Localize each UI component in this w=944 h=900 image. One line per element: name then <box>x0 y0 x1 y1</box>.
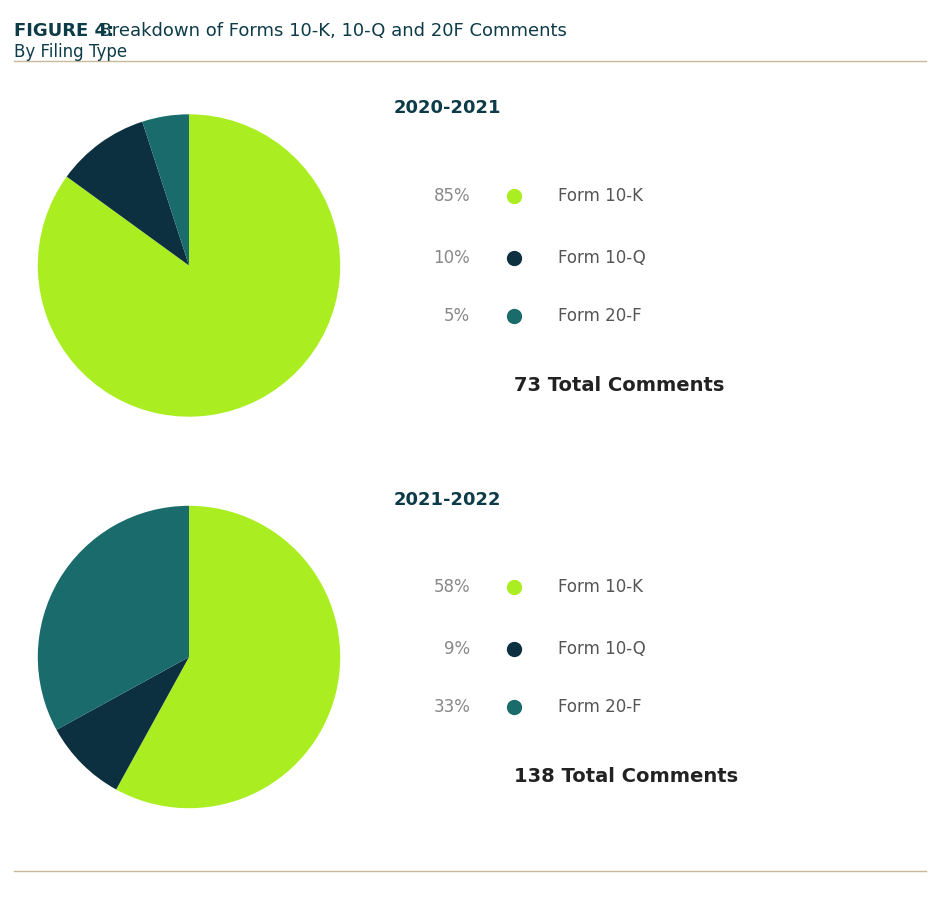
Text: Form 10-K: Form 10-K <box>557 579 642 597</box>
Wedge shape <box>67 122 189 266</box>
Text: 10%: 10% <box>433 248 470 266</box>
Text: 138 Total Comments: 138 Total Comments <box>514 768 737 787</box>
Text: 33%: 33% <box>433 698 470 716</box>
Text: Form 20-F: Form 20-F <box>557 698 641 716</box>
Text: 58%: 58% <box>433 579 470 597</box>
Text: 73 Total Comments: 73 Total Comments <box>514 376 724 395</box>
Wedge shape <box>57 657 189 789</box>
Text: Form 10-Q: Form 10-Q <box>557 640 645 658</box>
Text: Form 10-K: Form 10-K <box>557 187 642 205</box>
Wedge shape <box>38 506 189 730</box>
Text: Form 10-Q: Form 10-Q <box>557 248 645 266</box>
Text: FIGURE 4:: FIGURE 4: <box>14 22 114 40</box>
Text: 9%: 9% <box>444 640 470 658</box>
Text: 2020-2021: 2020-2021 <box>393 99 500 117</box>
Text: 2021-2022: 2021-2022 <box>393 491 500 508</box>
Text: Form 20-F: Form 20-F <box>557 307 641 325</box>
Wedge shape <box>143 114 189 266</box>
Text: 5%: 5% <box>444 307 470 325</box>
Text: Breakdown of Forms 10-K, 10-Q and 20F Comments: Breakdown of Forms 10-K, 10-Q and 20F Co… <box>88 22 566 40</box>
Text: 85%: 85% <box>433 187 470 205</box>
Wedge shape <box>116 506 340 808</box>
Wedge shape <box>38 114 340 417</box>
Text: By Filing Type: By Filing Type <box>14 43 127 61</box>
